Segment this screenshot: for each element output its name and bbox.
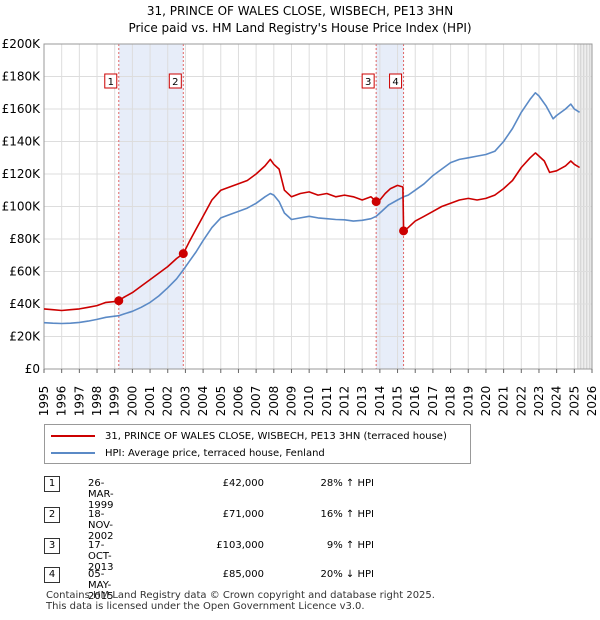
y-tick-label: £60K — [9, 265, 41, 279]
transaction-hpi: 20% ↓ HPI — [320, 569, 374, 580]
x-tick-label: 1997 — [72, 386, 86, 417]
footer-line2: This data is licensed under the Open Gov… — [46, 601, 365, 612]
x-tick-label: 2000 — [125, 386, 139, 417]
x-tick-label: 2023 — [532, 386, 546, 417]
marker-box — [389, 73, 403, 89]
transaction-number: 3 — [44, 538, 60, 554]
price-chart: £0 £20K £40K £60K £80K £100K £120K £140K £160K £1… — [2, 37, 599, 417]
transaction-price: £103,000 — [216, 540, 264, 551]
transaction-date: 18-NOV-2002 — [88, 509, 114, 542]
y-tick-label: £80K — [9, 232, 41, 246]
x-tick-label: 2004 — [196, 386, 210, 417]
transaction-price: £71,000 — [222, 509, 264, 520]
transaction-number: 2 — [44, 507, 60, 523]
y-tick-label: £100K — [2, 200, 42, 214]
y-tick-label: £0 — [25, 362, 40, 376]
y-tick-label: £20K — [9, 330, 41, 344]
legend-label-red: 31, PRINCE OF WALES CLOSE, WISBECH, PE13… — [105, 430, 447, 442]
y-tick-label: £180K — [2, 70, 42, 84]
price-series-line — [43, 152, 581, 312]
x-tick-label: 2003 — [178, 386, 192, 417]
transaction-hpi: 16% ↑ HPI — [320, 509, 374, 520]
transaction-date: 05-MAY-2015 — [88, 569, 114, 602]
x-tick-label: 2016 — [408, 386, 422, 417]
footer-attribution: Contains HM Land Registry data © Crown c… — [46, 590, 435, 612]
x-tick-label: 2021 — [497, 386, 511, 417]
x-tick-label: 2010 — [302, 386, 316, 417]
transaction-number: 1 — [44, 476, 60, 492]
plot-frame — [43, 43, 593, 370]
marker-label: 3 — [365, 77, 371, 88]
sale-point — [114, 296, 124, 306]
x-tick-label: 2017 — [426, 386, 440, 417]
x-tick-label: 2005 — [214, 386, 228, 417]
x-tick-label: 2011 — [320, 386, 334, 417]
x-tick-label: 1996 — [55, 386, 69, 417]
x-tick-label: 2022 — [514, 386, 528, 417]
marker-box — [361, 73, 375, 89]
marker-label: 2 — [172, 77, 178, 88]
x-tick-label: 2026 — [585, 386, 599, 417]
x-tick-label: 2014 — [373, 386, 387, 417]
x-tick-label: 2001 — [143, 386, 157, 417]
x-tick-label: 2024 — [550, 386, 564, 417]
y-tick-label: £200K — [2, 37, 42, 51]
x-tick-label: 1998 — [90, 386, 104, 417]
x-tick-label: 2007 — [249, 386, 263, 417]
x-tick-label: 2018 — [444, 386, 458, 417]
marker-box — [168, 73, 182, 89]
y-tick-label: £140K — [2, 135, 42, 149]
x-tick-label: 2013 — [355, 386, 369, 417]
transaction-date: 17-OCT-2013 — [88, 540, 114, 573]
x-tick-label: 2012 — [338, 386, 352, 417]
x-tick-label: 2015 — [391, 386, 405, 417]
x-tick-label: 2020 — [479, 386, 493, 417]
x-tick-label: 2008 — [267, 386, 281, 417]
x-tick-label: 2006 — [231, 386, 245, 417]
sale-point — [399, 226, 409, 236]
marker-box — [104, 73, 118, 89]
legend-item-red: 31, PRINCE OF WALES CLOSE, WISBECH, PE13… — [51, 429, 447, 443]
chart-legend: 31, PRINCE OF WALES CLOSE, WISBECH, PE13… — [44, 424, 471, 464]
x-tick-label: 2019 — [461, 386, 475, 417]
chart-title-line1: 31, PRINCE OF WALES CLOSE, WISBECH, PE13… — [146, 4, 454, 18]
legend-swatch-red — [51, 435, 95, 437]
legend-label-blue: HPI: Average price, terraced house, Fenl… — [105, 447, 325, 459]
footer-line1: Contains HM Land Registry data © Crown c… — [46, 590, 435, 601]
transaction-price: £42,000 — [222, 478, 264, 489]
transaction-hpi: 9% ↑ HPI — [326, 540, 374, 551]
x-tick-label: 2009 — [284, 386, 298, 417]
x-tick-label: 2025 — [567, 386, 581, 417]
x-tick-label: 1999 — [108, 386, 122, 417]
y-tick-label: £120K — [2, 167, 42, 181]
transaction-number: 4 — [44, 567, 60, 583]
x-tick-label: 2002 — [161, 386, 175, 417]
transaction-price: £85,000 — [222, 569, 264, 580]
legend-swatch-blue — [51, 452, 95, 454]
sale-point — [178, 249, 188, 259]
chart-title-line2: Price paid vs. HM Land Registry's House … — [128, 21, 472, 35]
legend-item-blue: HPI: Average price, terraced house, Fenl… — [51, 446, 325, 460]
x-tick-label: 1995 — [37, 386, 51, 417]
hpi-series-line — [43, 92, 581, 325]
marker-label: 1 — [108, 77, 114, 88]
y-tick-label: £160K — [2, 102, 42, 116]
transaction-hpi: 28% ↑ HPI — [320, 478, 374, 489]
sale-point — [371, 197, 381, 207]
transaction-date: 26-MAR-1999 — [88, 478, 114, 511]
marker-label: 4 — [392, 77, 398, 88]
y-tick-label: £40K — [9, 297, 41, 311]
